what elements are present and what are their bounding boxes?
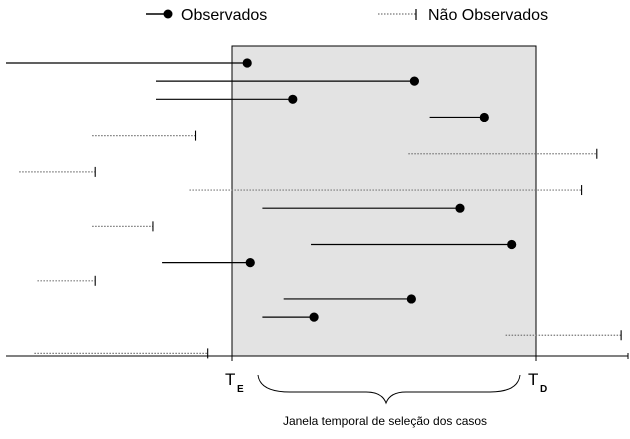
unobserved-case <box>37 275 96 286</box>
observed-case <box>156 94 298 104</box>
unobserved-case <box>34 348 209 359</box>
unobserved-case <box>19 166 96 177</box>
observed-case-end-dot <box>507 239 517 250</box>
observed-case <box>6 58 252 68</box>
legend-unobserved-label: Não Observados <box>428 7 548 24</box>
observed-case-end-dot <box>406 294 416 304</box>
observed-case-end-dot <box>288 94 298 104</box>
unobserved-case <box>92 130 197 141</box>
unobserved-case <box>189 185 583 196</box>
observed-case-end-dot <box>479 112 489 123</box>
observed-case-end-dot <box>242 58 252 68</box>
window-start-label: T E <box>225 370 244 395</box>
selection-window <box>231 45 537 357</box>
window-brace <box>257 374 521 405</box>
window-end-letter: T <box>528 370 538 389</box>
observed-case <box>429 112 489 123</box>
observed-case <box>162 258 255 268</box>
observed-case <box>262 312 319 322</box>
unobserved-case <box>408 148 598 159</box>
observed-case <box>311 239 517 250</box>
legend-observed-dot <box>163 9 173 19</box>
case-lines <box>6 58 622 359</box>
observed-case-end-dot <box>245 258 255 268</box>
window-start-letter: T <box>225 370 235 389</box>
observed-case-end-dot <box>455 203 465 213</box>
legend-observed-label: Observados <box>181 7 267 24</box>
observed-case <box>156 76 419 86</box>
window-caption: Janela temporal de seleção dos casos <box>283 414 487 428</box>
window-start-subscript: E <box>237 384 244 395</box>
unobserved-case <box>92 221 154 232</box>
legend: Observados Não Observados <box>146 7 548 24</box>
observed-case <box>283 294 416 304</box>
window-end-label: T D <box>528 370 547 395</box>
observed-case-end-dot <box>309 312 319 322</box>
unobserved-case <box>505 330 622 341</box>
window-end-subscript: D <box>540 384 547 395</box>
observed-case-end-dot <box>409 76 419 86</box>
observed-case <box>262 203 465 213</box>
